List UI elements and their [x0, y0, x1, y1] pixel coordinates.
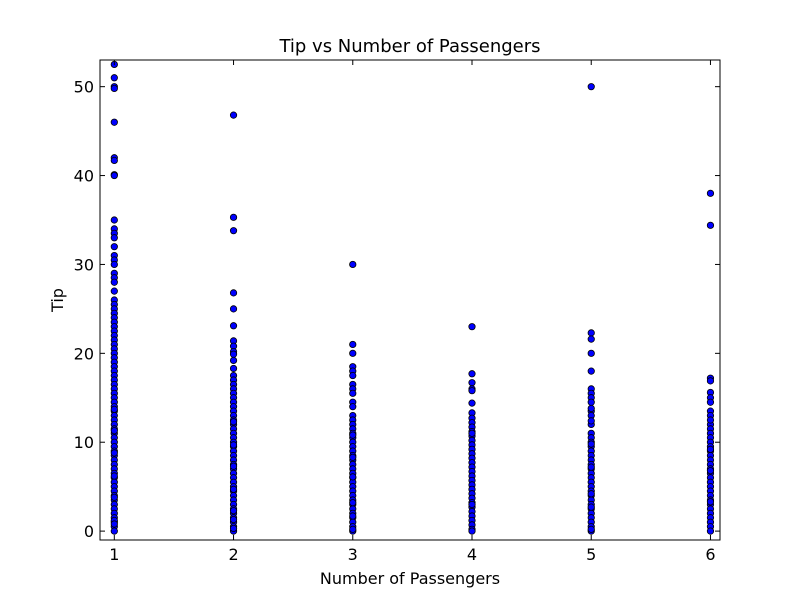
- data-point: [468, 387, 476, 395]
- data-point: [229, 418, 238, 426]
- data-point: [349, 453, 357, 461]
- data-point: [468, 379, 476, 387]
- y-tick-label: 10: [74, 433, 94, 452]
- y-tick-label: 50: [74, 78, 94, 97]
- data-point: [587, 463, 595, 471]
- data-point: [349, 349, 357, 357]
- data-point: [587, 440, 595, 448]
- data-point: [110, 472, 118, 480]
- x-axis-label: Number of Passengers: [320, 569, 500, 588]
- data-point: [229, 111, 238, 119]
- data-point: [229, 524, 238, 533]
- data-point: [349, 499, 357, 507]
- data-point: [587, 349, 595, 357]
- x-tick-label: 6: [705, 545, 715, 564]
- data-point: [349, 403, 357, 411]
- y-axis-label: Tip: [48, 288, 67, 313]
- data-point: [110, 216, 118, 224]
- data-point: [706, 398, 715, 406]
- data-point: [229, 322, 238, 330]
- data-point: [468, 429, 476, 437]
- data-point: [229, 289, 238, 297]
- data-point: [468, 323, 476, 331]
- data-point: [349, 431, 357, 439]
- data-point: [587, 490, 595, 498]
- x-tick-label: 1: [109, 545, 119, 564]
- data-point: [229, 356, 238, 365]
- data-point: [229, 227, 238, 235]
- data-point: [706, 498, 715, 506]
- data-point: [349, 340, 357, 349]
- data-point: [110, 234, 118, 242]
- data-point: [110, 527, 118, 535]
- y-tick-label: 20: [74, 344, 94, 363]
- data-point: [349, 473, 357, 481]
- data-point: [110, 287, 118, 295]
- data-point: [110, 243, 118, 251]
- x-tick-label: 5: [586, 545, 596, 564]
- data-point: [706, 189, 715, 197]
- data-point: [110, 427, 118, 435]
- data-point: [349, 389, 357, 397]
- data-point: [229, 305, 238, 313]
- plot-frame: [99, 59, 721, 541]
- data-point: [110, 278, 118, 286]
- x-tick-label: 3: [348, 545, 358, 564]
- x-tick-label: 2: [228, 545, 238, 564]
- data-point: [229, 507, 238, 515]
- data-point: [706, 467, 715, 475]
- data-point: [349, 260, 357, 269]
- data-point: [229, 350, 238, 358]
- data-point: [468, 399, 476, 407]
- data-point: [110, 449, 118, 457]
- data-point: [587, 503, 595, 511]
- data-point: [110, 156, 118, 165]
- data-point: [587, 367, 595, 375]
- data-point: [706, 527, 715, 535]
- chart-title: Tip vs Number of Passengers: [278, 36, 540, 57]
- data-point: [468, 500, 476, 509]
- data-point: [706, 416, 715, 424]
- data-point: [110, 84, 118, 93]
- data-point: [349, 371, 357, 380]
- data-point: [229, 441, 238, 449]
- y-tick-label: 0: [84, 522, 94, 541]
- data-point: [110, 520, 118, 528]
- y-tick-label: 30: [74, 255, 94, 274]
- data-point: [110, 493, 118, 501]
- data-point: [110, 171, 118, 180]
- data-point: [229, 462, 238, 470]
- data-point: [587, 525, 595, 533]
- y-tick-label: 40: [74, 167, 94, 186]
- x-tick-label: 4: [467, 545, 477, 564]
- data-point: [587, 329, 595, 337]
- data-point: [706, 377, 715, 385]
- data-point: [349, 525, 357, 533]
- data-point: [587, 404, 595, 413]
- ticks-layer: 1 2 3 4 5 6 0 10 20 30 40 50: [74, 60, 720, 564]
- data-point: [110, 74, 118, 82]
- data-point: [587, 83, 595, 91]
- data-point: [587, 335, 595, 343]
- data-point: [468, 527, 476, 535]
- data-point: [587, 398, 595, 406]
- data-point: [706, 445, 715, 453]
- data-point: [229, 485, 238, 493]
- data-point: [587, 417, 595, 425]
- data-point: [110, 260, 118, 269]
- data-point: [229, 364, 238, 373]
- data-point: [229, 515, 238, 524]
- data-point: [706, 221, 715, 229]
- data-point: [349, 512, 357, 520]
- points-layer: [110, 60, 715, 535]
- data-point: [110, 405, 118, 413]
- data-point: [110, 118, 118, 126]
- data-point: [229, 213, 238, 221]
- data-point: [468, 370, 476, 378]
